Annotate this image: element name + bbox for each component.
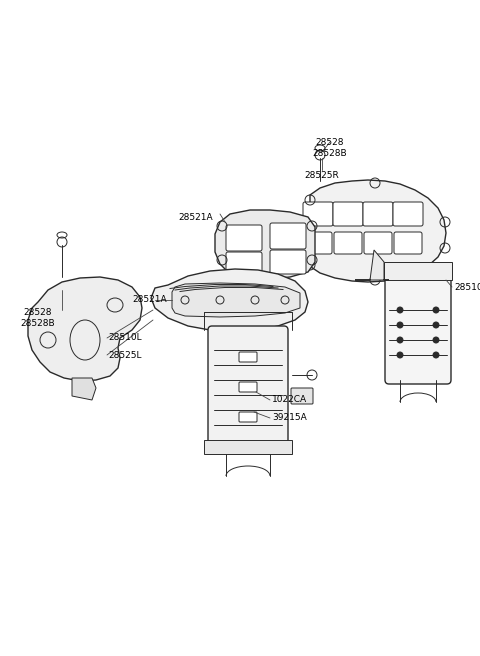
FancyBboxPatch shape <box>394 232 422 254</box>
Text: 39215A: 39215A <box>272 413 307 422</box>
Circle shape <box>433 337 439 343</box>
Polygon shape <box>355 250 389 280</box>
FancyBboxPatch shape <box>208 326 288 444</box>
Polygon shape <box>204 440 292 454</box>
Polygon shape <box>28 277 142 381</box>
Text: 28510R: 28510R <box>454 283 480 291</box>
Polygon shape <box>72 378 96 400</box>
Text: 1022CA: 1022CA <box>272 396 307 405</box>
Text: 28521A: 28521A <box>132 295 168 304</box>
Polygon shape <box>297 180 446 282</box>
FancyBboxPatch shape <box>239 412 257 422</box>
FancyBboxPatch shape <box>291 388 313 404</box>
FancyBboxPatch shape <box>226 252 262 276</box>
Text: 28528
28528B: 28528 28528B <box>21 308 55 328</box>
Text: 28525R: 28525R <box>305 171 339 180</box>
Circle shape <box>397 307 403 313</box>
Polygon shape <box>151 269 308 331</box>
Polygon shape <box>215 210 315 279</box>
FancyBboxPatch shape <box>270 223 306 249</box>
FancyBboxPatch shape <box>270 250 306 274</box>
Text: 28521A: 28521A <box>179 213 213 222</box>
FancyBboxPatch shape <box>303 202 333 226</box>
Circle shape <box>397 337 403 343</box>
Circle shape <box>433 352 439 358</box>
Circle shape <box>433 322 439 328</box>
FancyBboxPatch shape <box>239 352 257 362</box>
Circle shape <box>397 322 403 328</box>
Text: 28525L: 28525L <box>108 352 142 361</box>
Polygon shape <box>384 262 452 280</box>
FancyBboxPatch shape <box>364 232 392 254</box>
FancyBboxPatch shape <box>304 232 332 254</box>
FancyBboxPatch shape <box>226 225 262 251</box>
FancyBboxPatch shape <box>393 202 423 226</box>
Text: 28528
28528B: 28528 28528B <box>312 138 348 157</box>
Circle shape <box>433 307 439 313</box>
FancyBboxPatch shape <box>363 202 393 226</box>
Polygon shape <box>172 283 300 317</box>
Circle shape <box>397 352 403 358</box>
Text: 28510L: 28510L <box>108 333 142 342</box>
FancyBboxPatch shape <box>334 232 362 254</box>
FancyBboxPatch shape <box>385 276 451 384</box>
FancyBboxPatch shape <box>239 382 257 392</box>
FancyBboxPatch shape <box>333 202 363 226</box>
